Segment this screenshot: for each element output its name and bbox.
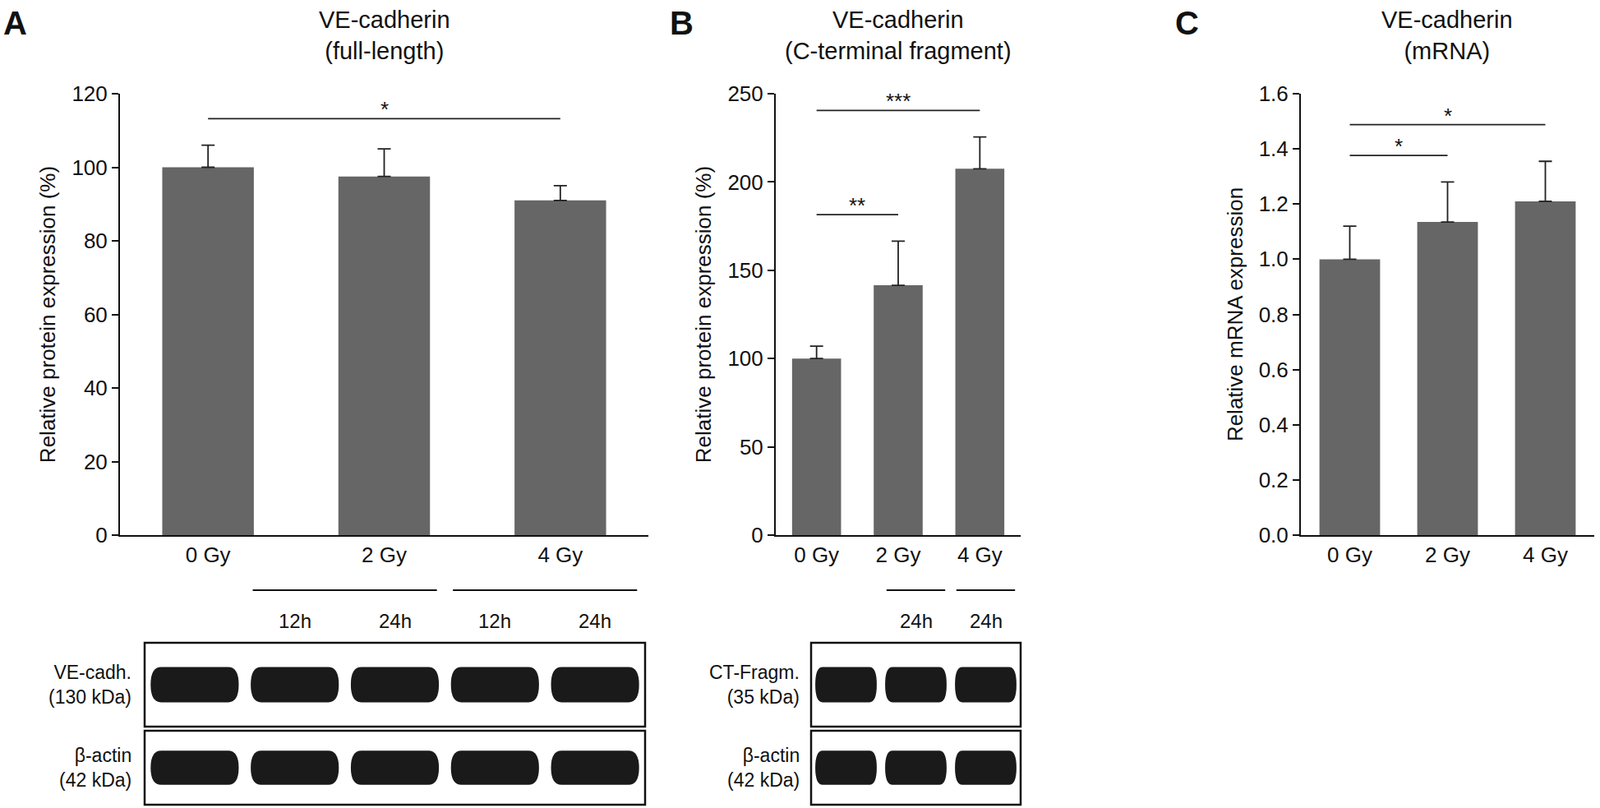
- svg-text:A: A: [3, 4, 28, 42]
- svg-text:0: 0: [751, 522, 763, 548]
- svg-text:C: C: [1175, 4, 1199, 42]
- svg-text:β-actin(42 kDa): β-actin(42 kDa): [59, 744, 132, 791]
- svg-text:0.6: 0.6: [1258, 357, 1289, 383]
- svg-text:B: B: [669, 4, 694, 42]
- svg-text:Relative protein expression (%: Relative protein expression (%): [35, 165, 60, 463]
- svg-text:*: *: [1394, 133, 1403, 159]
- svg-text:0.8: 0.8: [1258, 302, 1289, 328]
- svg-text:VE-cadherin(C-terminal fragmen: VE-cadherin(C-terminal fragment): [784, 6, 1012, 65]
- svg-text:**: **: [848, 193, 866, 218]
- svg-text:100: 100: [71, 155, 107, 180]
- svg-text:VE-cadh.(130 kDa): VE-cadh.(130 kDa): [48, 661, 132, 708]
- svg-text:VE-cadherin(full-length): VE-cadherin(full-length): [318, 6, 451, 65]
- svg-text:2 Gy: 2 Gy: [361, 542, 407, 568]
- svg-text:24h: 24h: [578, 609, 612, 632]
- svg-text:β-actin(42 kDa): β-actin(42 kDa): [727, 744, 800, 791]
- svg-text:250: 250: [727, 81, 763, 107]
- svg-text:2 Gy: 2 Gy: [876, 542, 922, 568]
- svg-text:0: 0: [95, 522, 107, 548]
- svg-text:40: 40: [83, 375, 108, 401]
- svg-text:120: 120: [71, 81, 107, 107]
- svg-text:CT-Fragm.(35 kDa): CT-Fragm.(35 kDa): [709, 661, 800, 708]
- svg-text:200: 200: [727, 170, 763, 195]
- svg-text:4 Gy: 4 Gy: [537, 542, 583, 568]
- svg-text:0 Gy: 0 Gy: [793, 542, 840, 568]
- svg-text:1.6: 1.6: [1258, 81, 1289, 107]
- svg-text:1.2: 1.2: [1258, 191, 1289, 217]
- svg-text:50: 50: [739, 434, 764, 460]
- svg-text:12h: 12h: [478, 609, 512, 632]
- svg-text:*: *: [1443, 103, 1453, 129]
- svg-text:0 Gy: 0 Gy: [1327, 542, 1373, 568]
- svg-text:24h: 24h: [969, 609, 1003, 632]
- svg-text:1.4: 1.4: [1258, 136, 1289, 162]
- svg-text:0.2: 0.2: [1258, 467, 1289, 493]
- svg-text:4 Gy: 4 Gy: [957, 542, 1003, 568]
- svg-text:4 Gy: 4 Gy: [1522, 542, 1568, 568]
- svg-text:VE-cadherin(mRNA): VE-cadherin(mRNA): [1381, 6, 1513, 65]
- svg-text:Relative protein expression (%: Relative protein expression (%): [691, 165, 716, 463]
- svg-text:80: 80: [83, 228, 108, 254]
- svg-text:24h: 24h: [899, 609, 933, 632]
- svg-text:2 Gy: 2 Gy: [1424, 542, 1471, 568]
- svg-text:150: 150: [727, 258, 763, 283]
- svg-text:12h: 12h: [278, 609, 312, 632]
- svg-text:1.0: 1.0: [1258, 246, 1289, 272]
- svg-text:24h: 24h: [378, 609, 412, 632]
- svg-text:60: 60: [83, 302, 108, 328]
- svg-text:0.0: 0.0: [1258, 522, 1289, 548]
- svg-text:Relative mRNA expression: Relative mRNA expression: [1222, 187, 1248, 442]
- svg-text:***: ***: [885, 88, 911, 114]
- svg-text:100: 100: [727, 345, 763, 371]
- svg-text:0.4: 0.4: [1258, 412, 1289, 438]
- svg-text:20: 20: [83, 449, 108, 475]
- svg-text:*: *: [380, 96, 389, 122]
- svg-text:0 Gy: 0 Gy: [185, 542, 231, 568]
